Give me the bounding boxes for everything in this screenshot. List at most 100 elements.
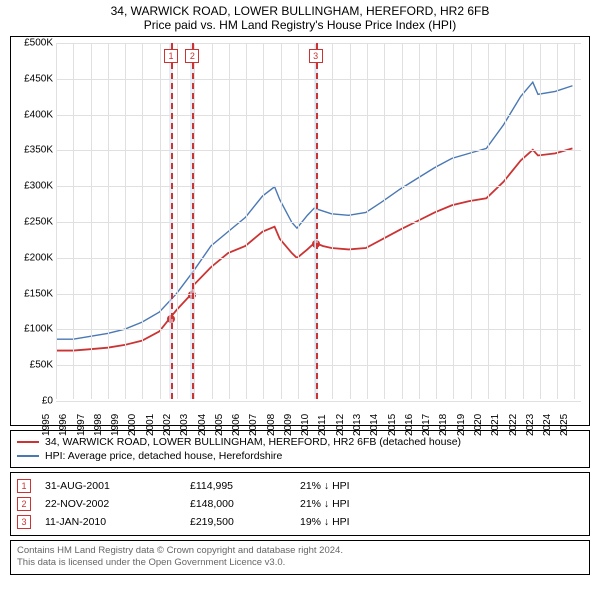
gridline-v [229, 43, 230, 399]
xtick-label: 2012 [335, 414, 346, 436]
event-row: 131-AUG-2001£114,99521% ↓ HPI [17, 477, 583, 495]
xtick-label: 2017 [421, 414, 432, 436]
gridline-h [56, 115, 581, 116]
xtick-label: 2016 [404, 414, 415, 436]
event-badge: 1 [17, 479, 31, 493]
xtick-label: 2002 [162, 414, 173, 436]
event-badge: 2 [17, 497, 31, 511]
legend-swatch [17, 455, 39, 457]
gridline-h [56, 258, 581, 259]
gridline-h [56, 43, 581, 44]
ytick-label: £200K [11, 252, 53, 263]
gridline-v [246, 43, 247, 399]
ytick-label: £500K [11, 38, 53, 49]
xtick-label: 2004 [196, 414, 207, 436]
gridline-v [91, 43, 92, 399]
event-date: 22-NOV-2002 [45, 498, 190, 510]
ytick-label: £50K [11, 360, 53, 371]
legend-label: 34, WARWICK ROAD, LOWER BULLINGHAM, HERE… [45, 436, 461, 448]
legend-row: 34, WARWICK ROAD, LOWER BULLINGHAM, HERE… [17, 435, 583, 449]
gridline-v [557, 43, 558, 399]
gridline-v [453, 43, 454, 399]
gridline-v [367, 43, 368, 399]
ytick-label: £150K [11, 288, 53, 299]
event-date: 31-AUG-2001 [45, 480, 190, 492]
event-delta: 21% ↓ HPI [300, 480, 583, 492]
xtick-label: 2025 [559, 414, 570, 436]
xtick-label: 2007 [248, 414, 259, 436]
xtick-label: 2005 [214, 414, 225, 436]
xtick-label: 2015 [386, 414, 397, 436]
gridline-v [350, 43, 351, 399]
line-series-svg [56, 43, 581, 399]
xtick-label: 2013 [352, 414, 363, 436]
gridline-v [160, 43, 161, 399]
footer-box: Contains HM Land Registry data © Crown c… [10, 540, 590, 575]
xtick-label: 2020 [473, 414, 484, 436]
legend-row: HPI: Average price, detached house, Here… [17, 449, 583, 463]
gridline-v [384, 43, 385, 399]
ytick-label: £250K [11, 217, 53, 228]
gridline-v [523, 43, 524, 399]
event-row: 311-JAN-2010£219,50019% ↓ HPI [17, 513, 583, 531]
xtick-label: 2001 [145, 414, 156, 436]
xtick-label: 2009 [283, 414, 294, 436]
ytick-label: £0 [11, 396, 53, 407]
sale-marker-badge: 2 [185, 49, 199, 63]
gridline-v [505, 43, 506, 399]
xtick-label: 1997 [75, 414, 86, 436]
ytick-label: £300K [11, 181, 53, 192]
gridline-h [56, 329, 581, 330]
xtick-label: 2024 [542, 414, 553, 436]
event-date: 11-JAN-2010 [45, 516, 190, 528]
sale-marker-badge: 3 [309, 49, 323, 63]
xtick-label: 2008 [265, 414, 276, 436]
xtick-label: 2010 [300, 414, 311, 436]
gridline-v [540, 43, 541, 399]
gridline-v [73, 43, 74, 399]
sale-dashline [171, 43, 173, 399]
sale-dashline [192, 43, 194, 399]
legend-label: HPI: Average price, detached house, Here… [45, 450, 282, 462]
xtick-label: 2003 [179, 414, 190, 436]
ytick-label: £100K [11, 324, 53, 335]
gridline-h [56, 294, 581, 295]
xtick-label: 1998 [93, 414, 104, 436]
gridline-h [56, 222, 581, 223]
gridline-v [212, 43, 213, 399]
gridline-h [56, 401, 581, 402]
gridline-h [56, 150, 581, 151]
xtick-label: 2019 [456, 414, 467, 436]
chart-area: £0 £50K £100K £150K £200K £250K £300K £350K £400… [10, 36, 590, 426]
ytick-label: £350K [11, 145, 53, 156]
event-row: 222-NOV-2002£148,00021% ↓ HPI [17, 495, 583, 513]
ytick-label: £400K [11, 109, 53, 120]
gridline-h [56, 79, 581, 80]
event-badge: 3 [17, 515, 31, 529]
gridline-v [402, 43, 403, 399]
gridline-v [142, 43, 143, 399]
gridline-v [108, 43, 109, 399]
gridline-v [177, 43, 178, 399]
xtick-label: 2006 [231, 414, 242, 436]
ytick-label: £450K [11, 73, 53, 84]
gridline-v [471, 43, 472, 399]
xtick-label: 2022 [507, 414, 518, 436]
event-delta: 21% ↓ HPI [300, 498, 583, 510]
gridline-h [56, 365, 581, 366]
gridline-v [574, 43, 575, 399]
gridline-v [298, 43, 299, 399]
gridline-v [419, 43, 420, 399]
xtick-label: 1995 [41, 414, 52, 436]
legend-swatch [17, 441, 39, 443]
gridline-v [125, 43, 126, 399]
xtick-label: 2018 [438, 414, 449, 436]
gridline-h [56, 186, 581, 187]
gridline-v [436, 43, 437, 399]
title-sub: Price paid vs. HM Land Registry's House … [10, 18, 590, 32]
xtick-label: 1996 [58, 414, 69, 436]
sale-dashline [316, 43, 318, 399]
event-delta: 19% ↓ HPI [300, 516, 583, 528]
gridline-v [56, 43, 57, 399]
gridline-v [281, 43, 282, 399]
